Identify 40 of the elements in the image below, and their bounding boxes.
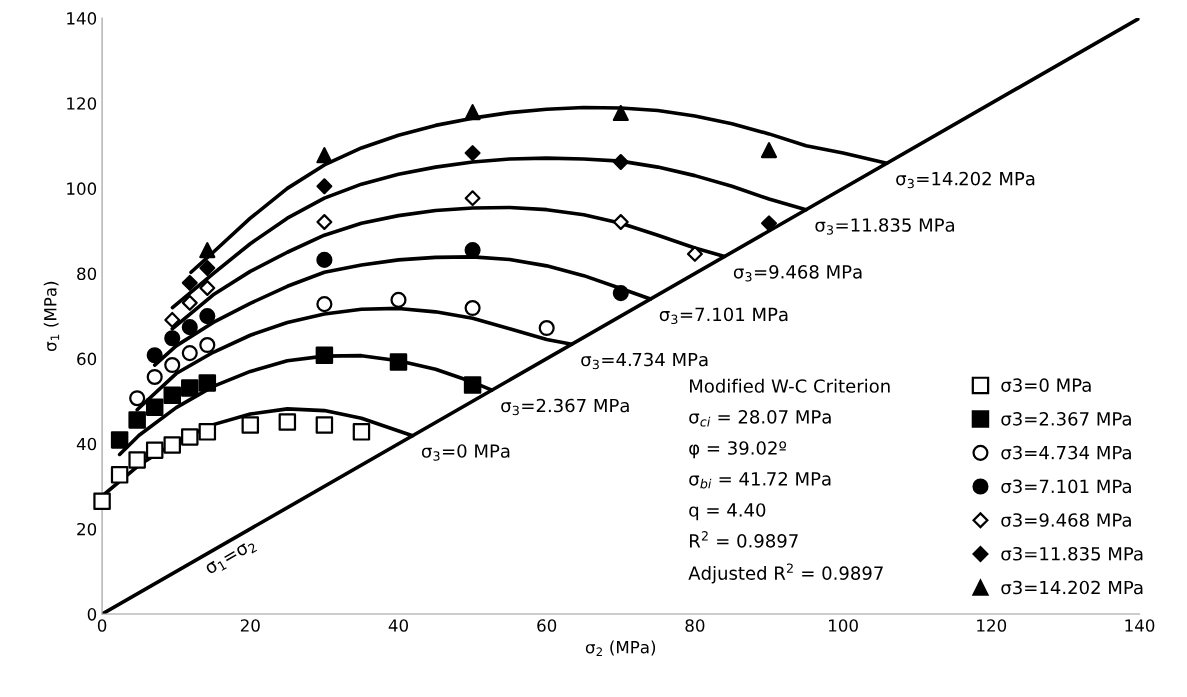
annotation: σ$_{3}$=14.202 MPa bbox=[896, 171, 1035, 189]
legend-label: σ3=14.202 MPa bbox=[1001, 580, 1143, 595]
y-axis-title: σ$_{1}$ (MPa) bbox=[43, 281, 60, 351]
legend-label: σ3=4.734 MPa bbox=[1001, 445, 1131, 460]
annotation: σ$_{3}$=4.734 MPa bbox=[581, 352, 708, 370]
y-tick-label: 60 bbox=[77, 352, 97, 366]
x-tick-label: 100 bbox=[829, 619, 858, 632]
annotation: R$^{2}$ = 0.9897 bbox=[690, 531, 798, 548]
x-tick-label: 20 bbox=[240, 619, 260, 632]
annotation: σ$_{1}$=σ$_{2}$ bbox=[205, 539, 258, 577]
x-tick-label: 0 bbox=[97, 619, 107, 632]
legend-label: σ3=11.835 MPa bbox=[1001, 546, 1143, 561]
annotation: σ$_{3}$=7.101 MPa bbox=[659, 307, 788, 325]
legend-label: σ3=7.101 MPa bbox=[1001, 479, 1131, 494]
legend-label: σ3=2.367 MPa bbox=[1001, 412, 1131, 426]
x-tick-label: 40 bbox=[388, 619, 408, 632]
y-tick-label: 80 bbox=[77, 267, 97, 281]
legend-label: σ3=9.468 MPa bbox=[1001, 513, 1131, 527]
y-tick-label: 20 bbox=[77, 522, 97, 536]
y-tick-label: 120 bbox=[67, 97, 97, 110]
y-tick-label: 140 bbox=[67, 12, 97, 25]
annotation: q = 4.40 bbox=[689, 503, 766, 521]
x-axis-title: σ$_{2}$ (MPa) bbox=[585, 640, 656, 656]
annotation: σ$_{3}$=11.835 MPa bbox=[815, 218, 954, 235]
annotation: σ$_{3}$=0 MPa bbox=[421, 444, 510, 461]
annotation: σ$_{ci}$ = 28.07 MPa bbox=[689, 410, 831, 427]
y-tick-label: 100 bbox=[67, 182, 97, 195]
x-tick-label: 80 bbox=[685, 619, 705, 632]
x-tick-label: 120 bbox=[977, 619, 1007, 632]
annotation: σ$_{3}$=9.468 MPa bbox=[733, 265, 862, 282]
y-tick-label: 40 bbox=[76, 437, 97, 451]
annotation: σ$_{bi}$ = 41.72 MPa bbox=[689, 472, 831, 489]
annotation: Modified W-C Criterion bbox=[690, 378, 890, 393]
legend-label: σ3=0 MPa bbox=[1001, 378, 1091, 392]
annotation: φ = 39.02º bbox=[689, 441, 787, 459]
x-tick-label: 140 bbox=[1125, 619, 1155, 632]
y-tick-label: 0 bbox=[87, 608, 97, 621]
annotation: σ$_{3}$=2.367 MPa bbox=[501, 398, 629, 416]
x-tick-label: 60 bbox=[537, 619, 557, 632]
annotation: Adjusted R$^{2}$ = 0.9897 bbox=[688, 563, 883, 584]
